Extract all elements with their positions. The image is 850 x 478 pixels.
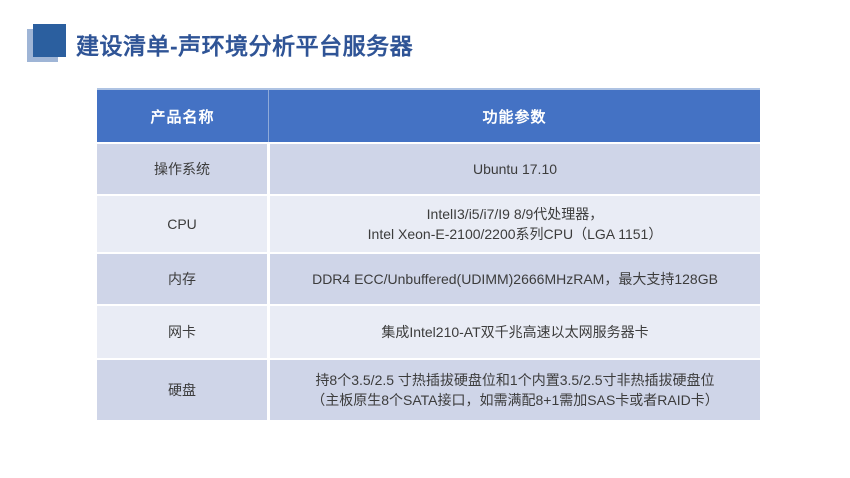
row-value-nic: 集成Intel210-AT双千兆高速以太网服务器卡 — [270, 306, 760, 358]
table-row: 操作系统 Ubuntu 17.10 — [97, 144, 760, 194]
row-value-cpu: IntelI3/i5/i7/I9 8/9代处理器， Intel Xeon-E-2… — [270, 196, 760, 252]
row-name-cpu: CPU — [97, 196, 270, 252]
row-name-nic: 网卡 — [97, 306, 270, 358]
page-title: 建设清单-声环境分析平台服务器 — [76, 33, 414, 59]
row-name-os: 操作系统 — [97, 144, 270, 194]
table-row: 网卡 集成Intel210-AT双千兆高速以太网服务器卡 — [97, 306, 760, 358]
table-row: 内存 DDR4 ECC/Unbuffered(UDIMM)2666MHzRAM，… — [97, 254, 760, 304]
square-front-decor — [33, 24, 66, 57]
column-header-function-params: 功能参数 — [482, 108, 547, 126]
table-header-row: 产品名称 功能参数 — [97, 88, 760, 142]
row-name-memory: 内存 — [97, 254, 270, 304]
table-row: CPU IntelI3/i5/i7/I9 8/9代处理器， Intel Xeon… — [97, 196, 760, 252]
row-value-os: Ubuntu 17.10 — [270, 144, 760, 194]
row-name-disk: 硬盘 — [97, 360, 270, 420]
table-row: 硬盘 持8个3.5/2.5 寸热插拔硬盘位和1个内置3.5/2.5寸非热插拔硬盘… — [97, 360, 760, 420]
row-value-disk: 持8个3.5/2.5 寸热插拔硬盘位和1个内置3.5/2.5寸非热插拔硬盘位 （… — [270, 360, 760, 420]
spec-table: 产品名称 功能参数 操作系统 Ubuntu 17.10 CPU IntelI3/… — [97, 88, 760, 420]
column-header-product-name: 产品名称 — [97, 90, 269, 142]
row-value-memory: DDR4 ECC/Unbuffered(UDIMM)2666MHzRAM，最大支… — [270, 254, 760, 304]
title-bullet-icon — [27, 24, 69, 64]
